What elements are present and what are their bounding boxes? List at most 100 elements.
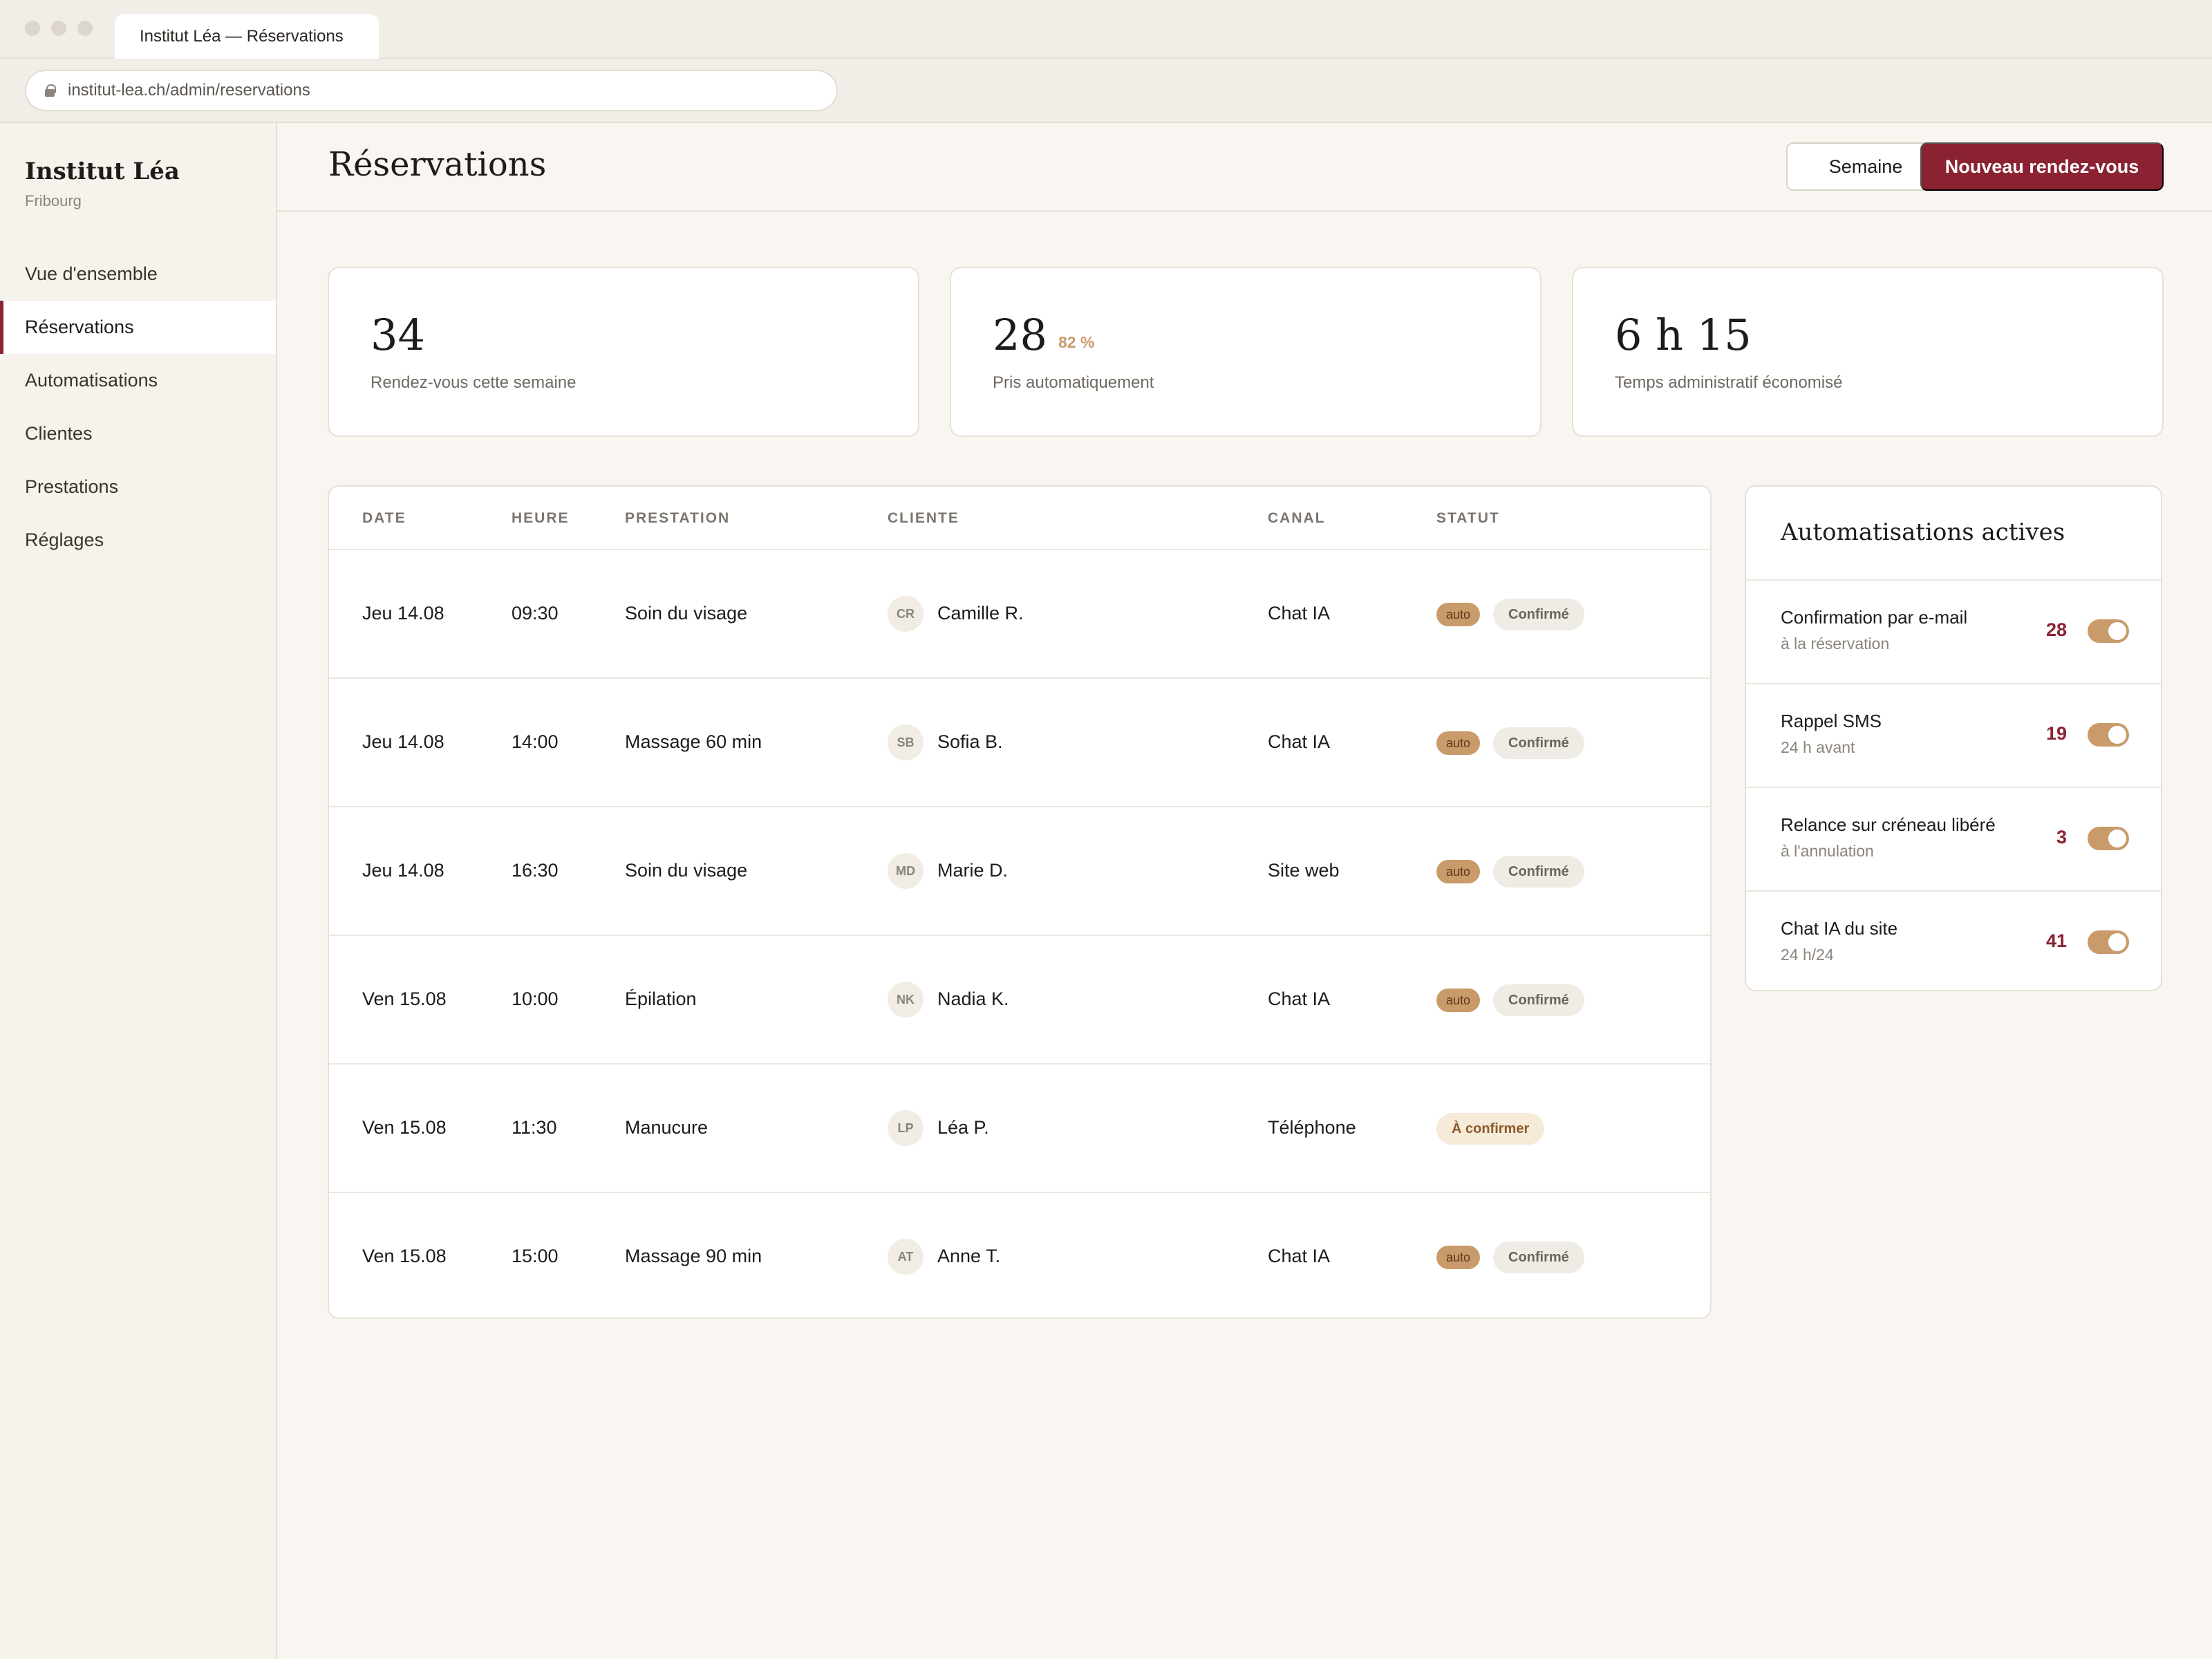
avatar: CR <box>888 596 924 632</box>
cell-client: Nadia K. <box>937 988 1009 1009</box>
column-header-time[interactable]: HEURE <box>512 510 570 526</box>
toggle-knob <box>2108 830 2126 847</box>
column-header-channel[interactable]: CANAL <box>1268 510 1326 526</box>
table-row[interactable]: Jeu 14.08 09:30 Soin du visage CR Camill… <box>329 550 1710 679</box>
status-badge: Confirmé <box>1493 856 1584 888</box>
cell-client: Léa P. <box>937 1117 989 1138</box>
cell-service: Massage 60 min <box>625 731 762 752</box>
automation-item: Relance sur créneau libéré à l'annulatio… <box>1746 787 2161 890</box>
cell-channel: Chat IA <box>1268 1246 1331 1266</box>
automation-item: Rappel SMS 24 h avant 19 <box>1746 683 2161 787</box>
page-title: Réservations <box>328 145 547 184</box>
automation-item: Confirmation par e-mail à la réservation… <box>1746 579 2161 683</box>
avatar: MD <box>888 853 924 889</box>
automation-toggle[interactable] <box>2088 723 2129 747</box>
sidebar-nav: Vue d'ensemble Réservations Automatisati… <box>0 247 276 567</box>
avatar: SB <box>888 724 924 760</box>
automation-count: 19 <box>2045 723 2067 744</box>
status-badge: Confirmé <box>1493 1241 1584 1273</box>
stat-value: 6 h 15 <box>1615 310 1752 360</box>
cell-client: Anne T. <box>937 1246 1001 1266</box>
cell-service: Soin du visage <box>625 860 748 881</box>
sidebar-item-label: Clientes <box>25 423 93 444</box>
cell-time: 15:00 <box>512 1246 559 1266</box>
avatar: NK <box>888 982 924 1018</box>
cell-channel: Téléphone <box>1268 1117 1356 1138</box>
cell-time: 09:30 <box>512 603 559 624</box>
sidebar-item-services[interactable]: Prestations <box>0 460 276 514</box>
cell-channel: Chat IA <box>1268 603 1331 624</box>
automation-trigger: à la réservation <box>1781 635 1890 653</box>
minimize-window-dot[interactable] <box>51 21 66 36</box>
stat-value: 34 <box>371 310 425 360</box>
automation-count: 41 <box>2045 930 2067 951</box>
cell-date: Ven 15.08 <box>362 1246 447 1266</box>
week-view-button[interactable]: Semaine <box>1786 142 1945 191</box>
cell-client: Marie D. <box>937 860 1009 881</box>
stat-card-automatic: 28 82 % Pris automatiquement <box>950 267 1541 437</box>
brand-name: Institut Léa <box>25 158 180 185</box>
column-header-service[interactable]: PRESTATION <box>625 510 731 526</box>
cell-time: 10:00 <box>512 988 559 1009</box>
lock-icon <box>44 84 56 97</box>
window-controls <box>25 21 93 36</box>
sidebar-item-label: Vue d'ensemble <box>25 263 158 284</box>
table-row[interactable]: Jeu 14.08 16:30 Soin du visage MD Marie … <box>329 807 1710 936</box>
address-bar[interactable]: institut-lea.ch/admin/reservations <box>25 70 838 111</box>
automation-toggle[interactable] <box>2088 827 2129 850</box>
sidebar-item-automations[interactable]: Automatisations <box>0 354 276 407</box>
reservations-table: DATE HEURE PRESTATION CLIENTE CANAL STAT… <box>328 485 1712 1319</box>
cell-channel: Site web <box>1268 860 1340 881</box>
sidebar-item-label: Prestations <box>25 476 119 497</box>
table-header: DATE HEURE PRESTATION CLIENTE CANAL STAT… <box>329 487 1710 550</box>
sidebar-item-label: Automatisations <box>25 370 158 391</box>
maximize-window-dot[interactable] <box>77 21 93 36</box>
stat-card-time-saved: 6 h 15 Temps administratif économisé <box>1572 267 2164 437</box>
auto-badge: auto <box>1436 603 1481 626</box>
stat-label: Pris automatiquement <box>993 373 1154 392</box>
stat-percent: 82 % <box>1058 333 1095 351</box>
automation-trigger: à l'annulation <box>1781 842 1874 860</box>
automation-toggle[interactable] <box>2088 930 2129 954</box>
page-header: Réservations <box>277 123 2212 212</box>
toggle-knob <box>2108 622 2126 640</box>
stat-value: 28 <box>993 310 1047 360</box>
url-text: institut-lea.ch/admin/reservations <box>68 81 310 100</box>
stat-label: Rendez-vous cette semaine <box>371 373 577 392</box>
cell-date: Ven 15.08 <box>362 1117 447 1138</box>
sidebar-item-label: Réglages <box>25 529 104 550</box>
automation-count: 3 <box>2056 827 2067 847</box>
avatar: AT <box>888 1239 924 1275</box>
cell-client: Sofia B. <box>937 731 1003 752</box>
cell-time: 14:00 <box>512 731 559 752</box>
sidebar-item-settings[interactable]: Réglages <box>0 514 276 567</box>
sidebar-item-overview[interactable]: Vue d'ensemble <box>0 247 276 301</box>
browser-tab-bar: Institut Léa — Réservations <box>0 0 2212 59</box>
column-header-status[interactable]: STATUT <box>1436 510 1500 526</box>
address-bar-row: institut-lea.ch/admin/reservations <box>0 59 2212 123</box>
cell-date: Jeu 14.08 <box>362 731 444 752</box>
column-header-date[interactable]: DATE <box>362 510 406 526</box>
cell-date: Jeu 14.08 <box>362 603 444 624</box>
table-row[interactable]: Ven 15.08 15:00 Massage 90 min AT Anne T… <box>329 1193 1710 1318</box>
table-row[interactable]: Ven 15.08 10:00 Épilation NK Nadia K. Ch… <box>329 936 1710 1065</box>
sidebar-item-clients[interactable]: Clientes <box>0 407 276 460</box>
auto-badge: auto <box>1436 988 1481 1012</box>
close-window-dot[interactable] <box>25 21 40 36</box>
column-header-client[interactable]: CLIENTE <box>888 510 959 526</box>
auto-badge: auto <box>1436 731 1481 755</box>
new-appointment-button[interactable]: Nouveau rendez-vous <box>1920 142 2164 191</box>
stat-label: Temps administratif économisé <box>1615 373 1843 392</box>
toggle-knob <box>2108 933 2126 951</box>
cell-client: Camille R. <box>937 603 1024 624</box>
table-row[interactable]: Ven 15.08 11:30 Manucure LP Léa P. Télép… <box>329 1065 1710 1193</box>
auto-badge: auto <box>1436 860 1481 883</box>
cell-service: Massage 90 min <box>625 1246 762 1266</box>
automation-toggle[interactable] <box>2088 619 2129 643</box>
browser-tab[interactable]: Institut Léa — Réservations <box>115 14 379 59</box>
sidebar-item-reservations[interactable]: Réservations <box>0 301 276 354</box>
cell-channel: Chat IA <box>1268 988 1331 1009</box>
automation-item: Chat IA du site 24 h/24 41 <box>1746 890 2161 990</box>
cell-date: Jeu 14.08 <box>362 860 444 881</box>
table-row[interactable]: Jeu 14.08 14:00 Massage 60 min SB Sofia … <box>329 679 1710 807</box>
